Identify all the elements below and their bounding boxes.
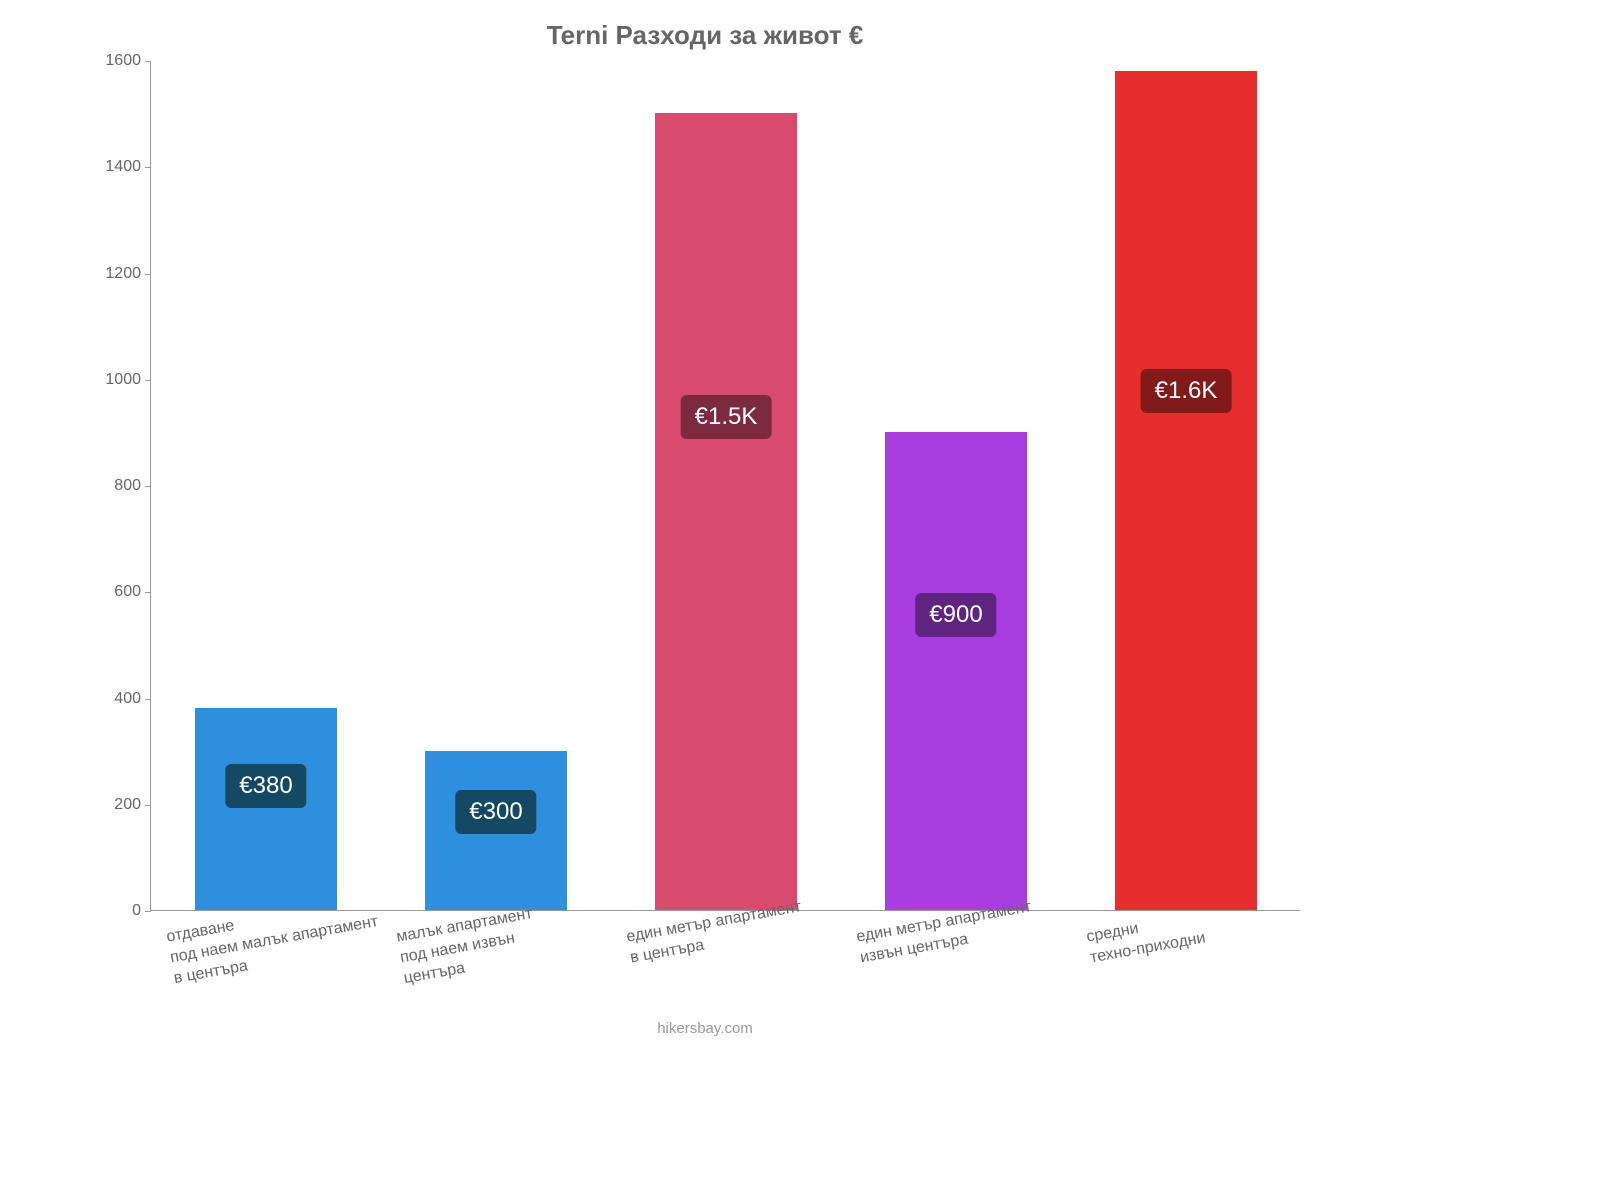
y-tick-mark — [145, 274, 151, 275]
bar-value-label: €1.5K — [681, 395, 772, 439]
bar-value-label: €1.6K — [1141, 369, 1232, 413]
y-tick-mark — [145, 699, 151, 700]
y-tick-label: 600 — [96, 583, 141, 601]
bar-value-label: €900 — [915, 593, 996, 637]
bar — [1115, 71, 1258, 910]
y-tick-label: 800 — [96, 477, 141, 495]
y-tick-mark — [145, 167, 151, 168]
y-tick-mark — [145, 486, 151, 487]
y-tick-label: 1000 — [96, 371, 141, 389]
y-tick-label: 1200 — [96, 265, 141, 283]
bar-value-label: €300 — [455, 790, 536, 834]
bar-value-label: €380 — [225, 764, 306, 808]
plot-area: 02004006008001000120014001600€380отдаван… — [150, 61, 1300, 911]
bar — [655, 113, 798, 910]
y-tick-mark — [145, 61, 151, 62]
chart-title: Terni Разходи за живот € — [80, 20, 1330, 51]
y-tick-label: 1400 — [96, 158, 141, 176]
y-tick-label: 400 — [96, 690, 141, 708]
y-tick-mark — [145, 805, 151, 806]
y-tick-mark — [145, 380, 151, 381]
bar — [195, 708, 338, 910]
y-tick-label: 0 — [96, 902, 141, 920]
attribution-text: hikersbay.com — [657, 1020, 753, 1037]
y-tick-mark — [145, 592, 151, 593]
y-tick-label: 200 — [96, 796, 141, 814]
y-tick-mark — [145, 911, 151, 912]
bar — [885, 432, 1028, 910]
y-tick-label: 1600 — [96, 52, 141, 70]
chart-container: Terni Разходи за живот € 020040060080010… — [80, 20, 1330, 1070]
